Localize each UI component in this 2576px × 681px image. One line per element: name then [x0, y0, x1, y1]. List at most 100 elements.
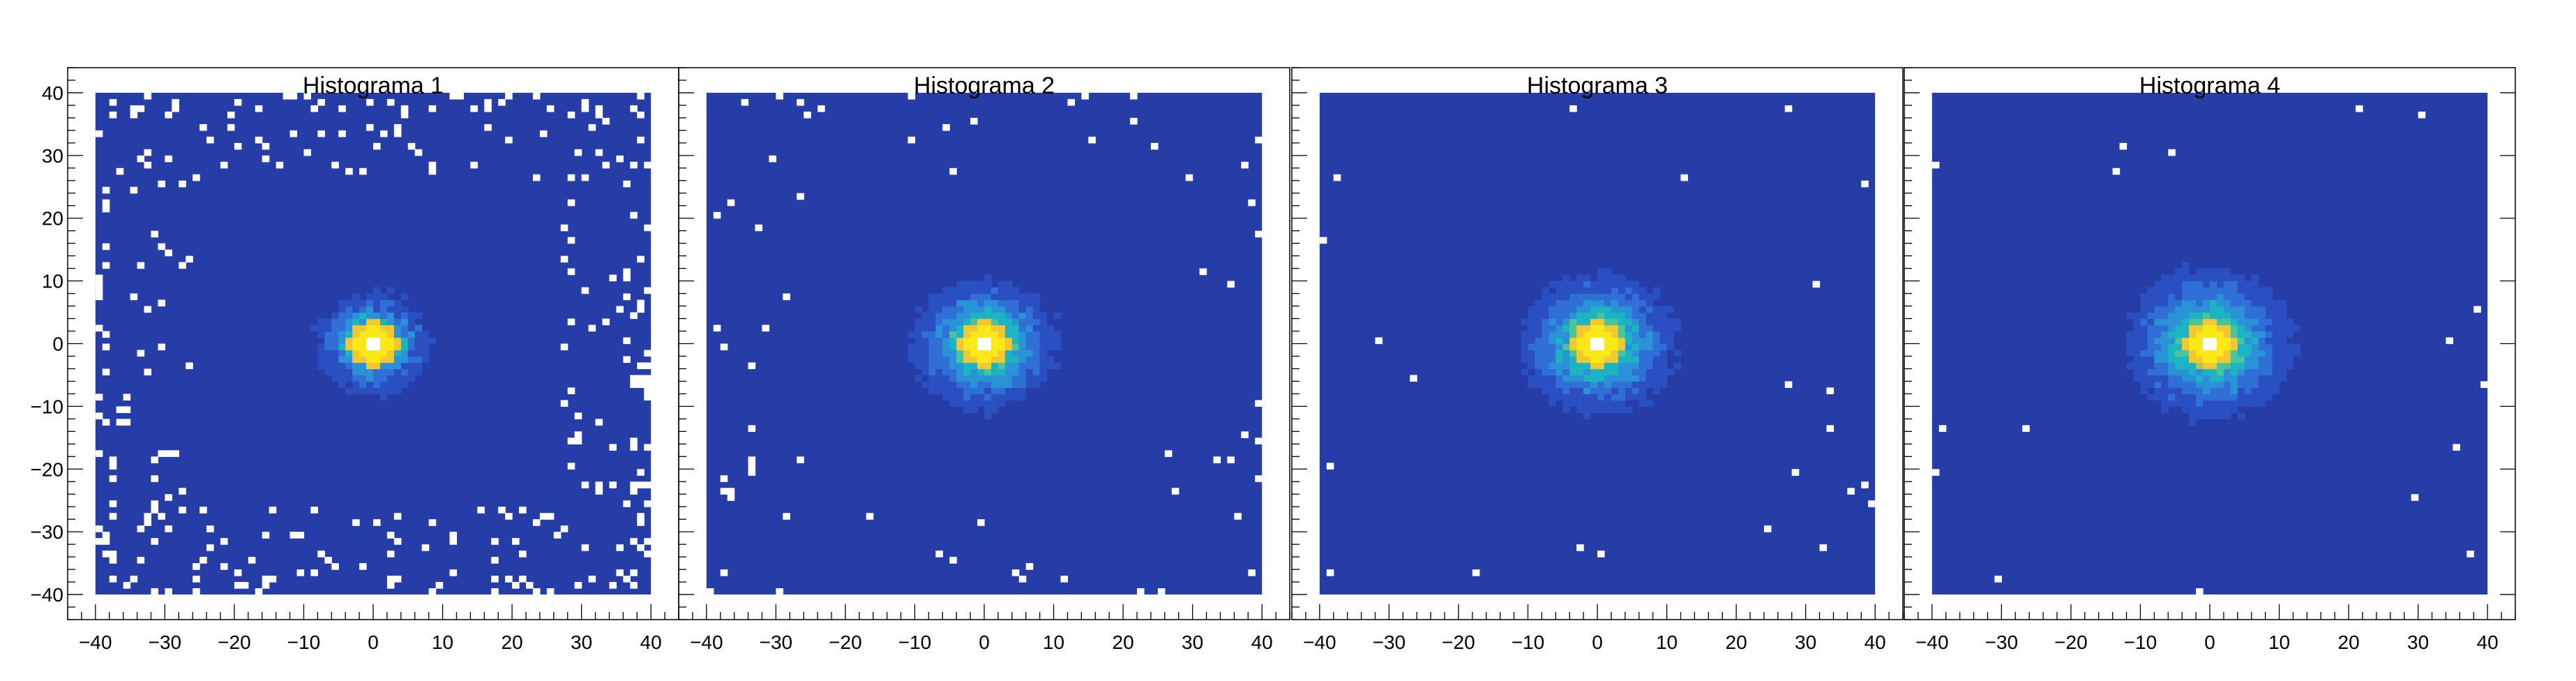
heatmap-bin: [2230, 394, 2238, 401]
heatmap-bin: [2189, 324, 2197, 332]
heatmap-bin: [1583, 274, 1591, 282]
heatmap-bin: [1618, 293, 1626, 301]
heatmap-bin: [984, 337, 992, 345]
heatmap-bin: [2175, 306, 2183, 313]
heatmap-bin: [1569, 343, 1577, 351]
heatmap-bin: [1652, 337, 1661, 345]
heatmap-bin: [713, 211, 721, 219]
heatmap-bin: [1025, 324, 1034, 332]
heatmap-bin: [283, 92, 291, 100]
heatmap-bin: [414, 312, 423, 320]
heatmap-bin: [1562, 318, 1570, 326]
heatmap-bin: [373, 142, 381, 150]
heatmap-bin: [407, 375, 416, 382]
heatmap-bin: [366, 381, 374, 389]
heatmap-bin: [2189, 299, 2197, 307]
panel-title: Histograma 4: [2139, 73, 2280, 99]
heatmap-bin: [2175, 387, 2183, 395]
heatmap-bin: [116, 167, 124, 175]
heatmap-bin: [303, 149, 312, 156]
heatmap-bin: [324, 318, 332, 326]
heatmap-bin: [1004, 394, 1013, 401]
heatmap-bin: [1604, 375, 1612, 382]
heatmap-bin: [644, 362, 651, 370]
heatmap-bin: [1652, 293, 1661, 301]
heatmap-bin: [1659, 337, 1668, 345]
heatmap-bin: [1039, 350, 1048, 357]
heatmap-bin: [2258, 318, 2266, 326]
heatmap-bin: [386, 306, 395, 313]
heatmap-bin: [2154, 306, 2162, 313]
heatmap-bin: [567, 463, 575, 470]
heatmap-bin: [1666, 331, 1675, 338]
heatmap-bin: [414, 368, 423, 376]
heatmap-bin: [1604, 280, 1612, 288]
heatmap-bin: [2154, 318, 2162, 326]
heatmap-bin: [2258, 337, 2266, 345]
heatmap-bin: [1604, 394, 1612, 401]
heatmap-bin: [1590, 400, 1598, 407]
heatmap-bin: [942, 306, 950, 313]
heatmap-bin: [2161, 406, 2169, 413]
heatmap-bin: [1562, 306, 1570, 313]
heatmap-bin: [2140, 362, 2148, 370]
heatmap-bin: [1590, 343, 1598, 351]
heatmap-bin: [1632, 324, 1640, 332]
heatmap-bin: [137, 155, 145, 163]
heatmap-bin: [1611, 356, 1619, 364]
heatmap-bin: [2133, 350, 2141, 357]
x-tick-label: −40: [79, 631, 112, 653]
heatmap-bin: [1618, 406, 1626, 413]
heatmap-bin: [2279, 375, 2287, 382]
heatmap-bin: [2203, 412, 2210, 419]
heatmap-bin: [2182, 394, 2190, 401]
heatmap-bin: [331, 343, 339, 351]
heatmap-bin: [630, 211, 638, 219]
heatmap-bin: [2189, 412, 2197, 419]
heatmap-bin: [1611, 362, 1619, 370]
heatmap-bin: [151, 588, 159, 595]
heatmap-bin: [331, 375, 339, 382]
heatmap-bin: [2453, 444, 2460, 451]
heatmap-bin: [1632, 343, 1640, 351]
heatmap-bin: [505, 513, 513, 520]
x-tick-label: 10: [2268, 631, 2290, 653]
heatmap-bin: [984, 343, 992, 351]
x-tick-label: 20: [502, 631, 523, 653]
heatmap-bin: [2175, 293, 2183, 301]
heatmap-bin: [539, 513, 548, 520]
heatmap-bin: [379, 299, 388, 307]
heatmap-bin: [942, 287, 950, 294]
heatmap-bin: [1039, 318, 1048, 326]
heatmap-bin: [2251, 362, 2259, 370]
heatmap-bin: [984, 306, 992, 313]
heatmap-bin: [484, 105, 492, 112]
heatmap-bin: [2182, 381, 2190, 389]
heatmap-bin: [1576, 274, 1584, 282]
y-tick-label: −40: [31, 584, 64, 606]
x-tick-label: 20: [2338, 631, 2360, 653]
heatmap-bin: [1618, 368, 1626, 376]
heatmap-bin: [637, 111, 645, 119]
heatmap-bin: [1590, 381, 1598, 389]
heatmap-bin: [949, 299, 957, 307]
heatmap-bin: [1081, 92, 1089, 100]
heatmap-bin: [914, 356, 923, 364]
heatmap-bin: [1576, 406, 1584, 413]
heatmap-bin: [2265, 350, 2273, 357]
heatmap-bin: [2473, 306, 2481, 313]
heatmap-bin: [567, 318, 575, 326]
heatmap-bin: [2133, 331, 2141, 338]
heatmap-bin: [1604, 324, 1612, 332]
heatmap-bin: [1011, 293, 1020, 301]
heatmap-bin: [1645, 368, 1654, 376]
heatmap-bin: [1597, 337, 1605, 345]
heatmap-bin: [248, 557, 256, 564]
heatmap-bin: [414, 331, 423, 338]
heatmap-bin: [2119, 142, 2127, 150]
heatmap-bin: [1549, 356, 1556, 364]
heatmap-bin: [1618, 356, 1626, 364]
heatmap-bin: [991, 331, 999, 338]
heatmap-bin: [484, 98, 492, 106]
heatmap-bin: [991, 400, 999, 407]
